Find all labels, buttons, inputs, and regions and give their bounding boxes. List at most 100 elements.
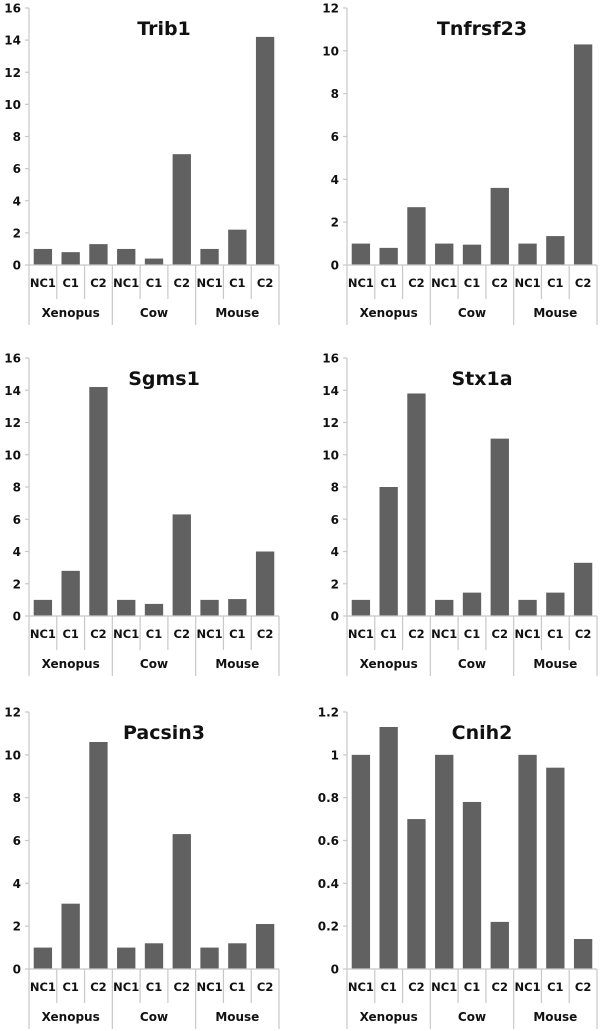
bar-cow-c2 [172, 154, 191, 265]
x-group-label: Mouse [533, 1010, 577, 1024]
x-category-label: NC1 [431, 276, 457, 290]
bar-mouse-nc1 [518, 754, 537, 969]
x-category-label: NC1 [348, 980, 374, 994]
x-category-label: NC1 [30, 276, 56, 290]
x-category-label: C2 [257, 980, 273, 994]
y-tick-label: 10 [322, 44, 339, 58]
bar-mouse-c1 [228, 943, 247, 969]
x-category-label: C2 [575, 627, 591, 641]
x-category-label: C2 [492, 276, 508, 290]
x-category-label: NC1 [197, 276, 223, 290]
x-group-label: Mouse [215, 306, 259, 320]
bar-cow-nc1 [117, 599, 136, 617]
x-category-label: NC1 [30, 627, 56, 641]
bar-mouse-c1 [546, 236, 565, 265]
chart-panel-trib1: 0 2 4 6 8 10 12 14 16 NC1 C1 C2 NC1 C1 C2 NC1 C1 C2 Xenopu… [4, 2, 280, 325]
x-category-label: NC1 [113, 276, 139, 290]
y-tick-label: 0.6 [318, 834, 339, 848]
y-tick-label: 6 [13, 162, 21, 176]
bar-xenopus-nc1 [351, 754, 371, 969]
x-category-label: NC1 [431, 627, 457, 641]
y-tick-label: 16 [4, 2, 21, 16]
bar-mouse-c2 [255, 36, 275, 265]
bar-xenopus-nc1 [351, 599, 371, 617]
x-group-label: Xenopus [360, 306, 418, 320]
chart-title: Pacsin3 [123, 722, 205, 744]
x-category-label: C2 [492, 980, 508, 994]
y-tick-label: 4 [13, 545, 21, 559]
chart-title: Stx1a [451, 368, 512, 390]
bar-mouse-nc1 [200, 947, 219, 969]
y-tick-label: 10 [4, 448, 21, 462]
y-tick-label: 1 [331, 748, 339, 762]
x-category-label: NC1 [515, 627, 541, 641]
y-tick-label: 10 [322, 448, 339, 462]
bar-xenopus-c2 [407, 393, 426, 616]
x-category-label: C2 [492, 627, 508, 641]
y-tick-label: 10 [4, 748, 21, 762]
chart-panel-tnfrsf23: 0 2 4 6 8 10 12 NC1 C1 C2 NC1 C1 C2 NC1 C1 C2 Xenopus Cow… [322, 2, 598, 325]
bar-cow-c2 [490, 438, 509, 617]
y-tick-label: 2 [331, 216, 339, 230]
bar-xenopus-c2 [89, 387, 108, 616]
x-category-label: C1 [464, 627, 480, 641]
x-group-label: Cow [458, 1010, 486, 1024]
x-group-label: Cow [140, 306, 168, 320]
x-category-label: C1 [146, 980, 162, 994]
y-tick-label: 6 [13, 513, 21, 527]
y-tick-label: 4 [331, 173, 339, 187]
x-category-label: NC1 [30, 980, 56, 994]
x-category-label: NC1 [197, 627, 223, 641]
x-category-label: C1 [229, 980, 245, 994]
bar-cow-nc1 [435, 754, 454, 969]
bar-mouse-c1 [546, 592, 565, 616]
x-category-label: C1 [464, 980, 480, 994]
x-category-label: C1 [62, 627, 78, 641]
y-tick-label: 1.2 [318, 706, 339, 720]
x-category-label: C2 [90, 276, 106, 290]
y-tick-label: 0 [331, 963, 339, 977]
chart-title: Cnih2 [452, 722, 513, 744]
x-category-label: C1 [547, 276, 563, 290]
bar-xenopus-nc1 [33, 248, 53, 265]
x-category-label: C2 [408, 276, 424, 290]
x-category-label: C2 [257, 276, 273, 290]
x-category-label: C2 [90, 980, 106, 994]
y-tick-label: 12 [322, 416, 339, 430]
y-tick-label: 6 [331, 513, 339, 527]
x-category-label: C2 [90, 627, 106, 641]
x-category-label: C1 [464, 276, 480, 290]
y-tick-label: 0 [331, 610, 339, 624]
x-group-label: Cow [140, 657, 168, 671]
x-group-label: Cow [458, 306, 486, 320]
bar-cow-c1 [462, 592, 482, 616]
y-tick-label: 2 [13, 920, 21, 934]
y-tick-label: 0 [13, 963, 21, 977]
bar-cow-nc1 [435, 243, 454, 265]
x-category-label: NC1 [197, 980, 223, 994]
bar-cow-c2 [490, 187, 509, 265]
x-category-label: C1 [229, 627, 245, 641]
bar-cow-c1 [462, 244, 482, 265]
chart-panel-pacsin3: 0 2 4 6 8 10 12 NC1 C1 C2 NC1 C1 C2 NC1 C1 C2 Xenopus Cow… [4, 706, 280, 1029]
chart-panel-sgms1: 0 2 4 6 8 10 12 14 16 NC1 C1 C2 NC1 C1 C2 NC1 C1 C2 Xenopu… [4, 352, 280, 676]
bar-mouse-c2 [255, 924, 275, 969]
bar-xenopus-c1 [61, 903, 80, 969]
bar-xenopus-nc1 [33, 599, 53, 617]
y-tick-label: 6 [331, 130, 339, 144]
x-category-label: NC1 [348, 276, 374, 290]
x-group-label: Xenopus [360, 1010, 418, 1024]
bar-xenopus-c1 [379, 726, 398, 969]
bar-cow-c2 [172, 834, 191, 969]
bar-xenopus-c1 [379, 487, 398, 616]
bar-mouse-c2 [573, 939, 593, 969]
x-group-label: Xenopus [42, 657, 100, 671]
y-tick-label: 8 [13, 130, 21, 144]
y-tick-label: 12 [4, 416, 21, 430]
bar-mouse-c2 [573, 562, 593, 616]
bar-cow-nc1 [117, 248, 136, 265]
x-category-label: C2 [408, 980, 424, 994]
bar-xenopus-c1 [379, 247, 398, 265]
y-tick-label: 8 [13, 481, 21, 495]
